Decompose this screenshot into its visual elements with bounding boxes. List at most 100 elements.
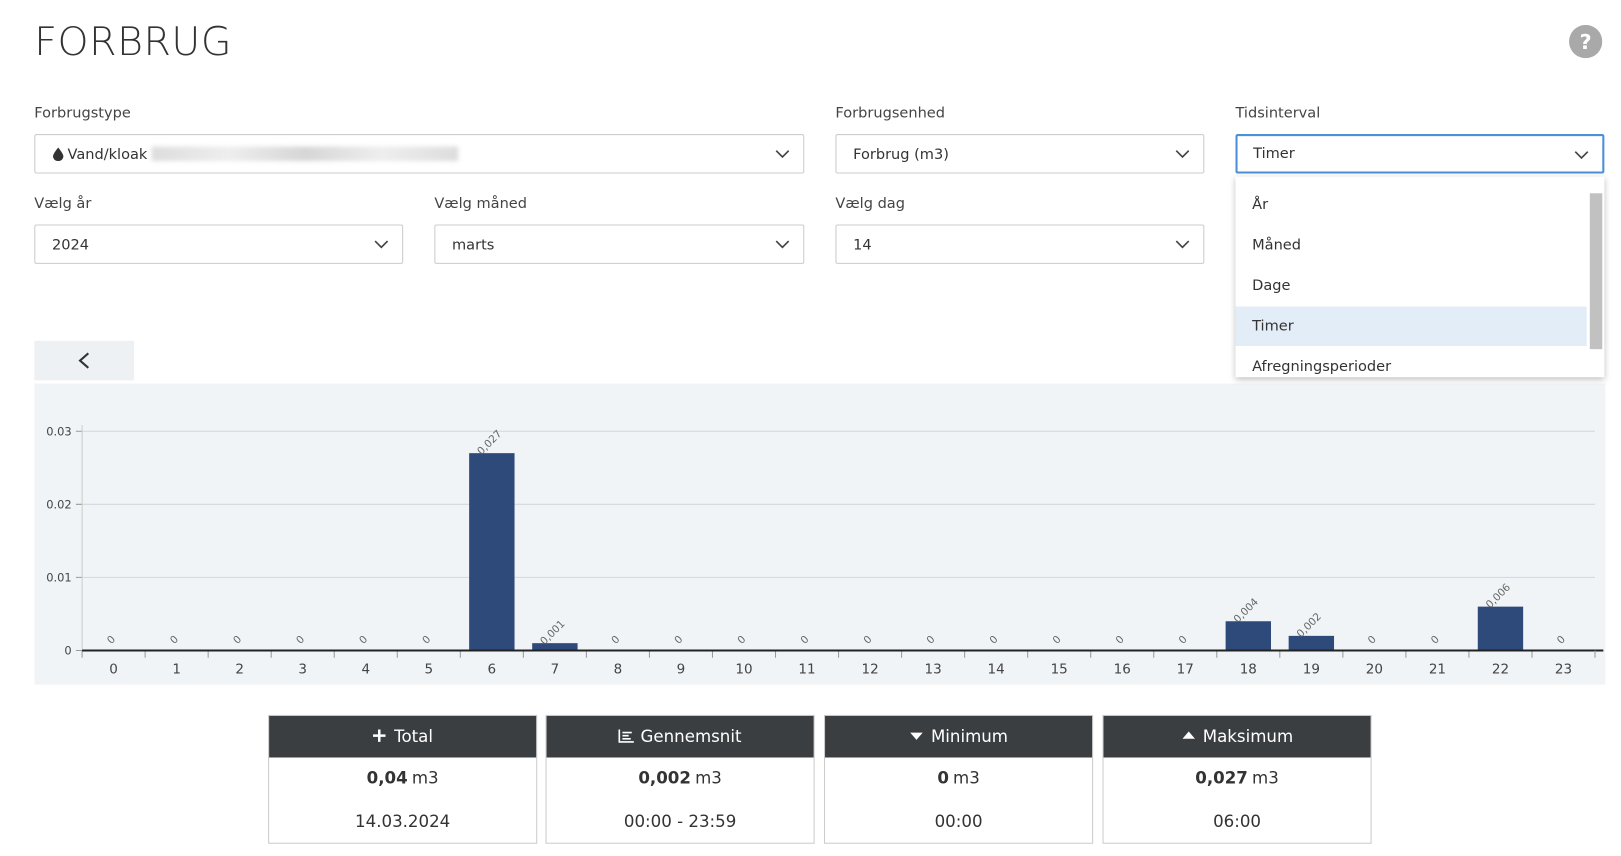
summary-detail: 00:00 bbox=[934, 811, 983, 832]
x-tick-label: 23 bbox=[1555, 661, 1572, 677]
summary-title: Maksimum bbox=[1202, 726, 1294, 747]
x-tick-label: 7 bbox=[551, 661, 560, 677]
filter-label: Vælg dag bbox=[835, 195, 905, 212]
chevron bbox=[1175, 150, 1190, 159]
drop-icon bbox=[52, 147, 64, 162]
x-tick-label: 0 bbox=[109, 661, 118, 677]
y-tick-label: 0.01 bbox=[46, 571, 71, 585]
blurred-text bbox=[151, 146, 459, 162]
scrollbar bbox=[1589, 193, 1603, 350]
back-icon bbox=[78, 352, 90, 369]
dropdown-list: År Måned Dage Timer Afregningsperioder bbox=[1235, 176, 1605, 378]
dropdown-option[interactable]: Afregningsperioder bbox=[1252, 358, 1392, 376]
summary-detail: 06:00 bbox=[1213, 811, 1261, 832]
x-tick-label: 21 bbox=[1429, 661, 1446, 677]
summary-card: Total 0,04 m3 14.03.2024 bbox=[268, 714, 538, 844]
summary-header: Minimum bbox=[825, 715, 1093, 758]
select-value: 2024 bbox=[51, 236, 89, 254]
summary-card: Minimum 0 m3 00:00 bbox=[824, 714, 1094, 844]
x-tick-label: 17 bbox=[1177, 661, 1194, 677]
summary-value-row: 0,027 m3 bbox=[1104, 768, 1371, 788]
filter-label: Vælg år bbox=[34, 195, 92, 212]
y-tick-label: 0 bbox=[64, 644, 71, 658]
select-value: Timer bbox=[1253, 145, 1295, 163]
bar bbox=[532, 643, 578, 651]
summary-title: Gennemsnit bbox=[640, 726, 742, 747]
summary-icon bbox=[1181, 731, 1195, 739]
summary-title: Minimum bbox=[930, 726, 1009, 747]
summary-value: 0,002 bbox=[638, 767, 691, 788]
chart: 00.010.020.0300102030405060,02770,001809… bbox=[34, 383, 1606, 685]
summary-value: 0,027 bbox=[1195, 767, 1248, 788]
summary-icon bbox=[910, 732, 923, 740]
x-tick-label: 18 bbox=[1240, 661, 1257, 677]
x-tick-label: 20 bbox=[1366, 661, 1383, 677]
summary-value-row: 0,002 m3 bbox=[547, 768, 814, 788]
select-box[interactable]: Forbrug (m3) bbox=[835, 134, 1205, 174]
y-tick-label: 0.02 bbox=[46, 497, 71, 511]
filter-label: Tidsinterval bbox=[1235, 104, 1321, 122]
select-value: Vand/kloak bbox=[67, 146, 148, 164]
summary-detail: 14.03.2024 bbox=[355, 811, 451, 832]
x-tick-label: 1 bbox=[172, 661, 181, 677]
filter-label: Forbrugsenhed bbox=[835, 104, 945, 122]
x-tick-label: 19 bbox=[1303, 661, 1320, 677]
select-box[interactable]: Timer bbox=[1235, 134, 1605, 174]
summary-header: Gennemsnit bbox=[546, 715, 814, 758]
summary-unit: m3 bbox=[695, 767, 722, 788]
x-tick-label: 22 bbox=[1492, 661, 1509, 677]
summary-value: 0 bbox=[937, 767, 949, 788]
x-tick-label: 5 bbox=[425, 661, 434, 677]
x-tick-label: 8 bbox=[614, 661, 623, 677]
select-box[interactable]: Vand/kloak bbox=[34, 134, 805, 174]
chevron bbox=[775, 240, 790, 249]
filter-label: Vælg måned bbox=[434, 195, 527, 212]
dropdown-option[interactable]: Timer bbox=[1235, 306, 1587, 347]
select-value: Forbrug (m3) bbox=[853, 146, 949, 164]
select-box[interactable]: 14 bbox=[835, 224, 1205, 264]
x-tick-label: 13 bbox=[925, 661, 942, 677]
bar bbox=[469, 453, 515, 651]
summary-value-row: 0 m3 bbox=[825, 768, 1092, 788]
x-tick-label: 14 bbox=[988, 661, 1005, 677]
filter-label: Forbrugstype bbox=[34, 104, 131, 122]
x-tick-label: 6 bbox=[488, 661, 497, 677]
x-tick-label: 11 bbox=[798, 661, 815, 677]
summary-card: Gennemsnit 0,002 m3 00:00 - 23:59 bbox=[545, 714, 815, 844]
help-icon: ? bbox=[1580, 30, 1592, 54]
summary-card: Maksimum 0,027 m3 06:00 bbox=[1102, 714, 1372, 844]
summary-icon bbox=[618, 729, 635, 743]
chevron bbox=[1175, 240, 1190, 249]
x-tick-label: 4 bbox=[361, 661, 370, 677]
bar bbox=[1225, 621, 1271, 651]
chevron bbox=[1574, 151, 1589, 160]
x-tick-label: 12 bbox=[861, 661, 878, 677]
summary-unit: m3 bbox=[411, 767, 439, 788]
select-value: 14 bbox=[853, 236, 872, 254]
help-circle bbox=[1569, 24, 1603, 59]
page-title: FORBRUG bbox=[34, 18, 232, 65]
dropdown-option[interactable]: År bbox=[1252, 196, 1269, 214]
select-box[interactable]: 2024 bbox=[34, 224, 404, 264]
help-button[interactable]: ? bbox=[1569, 24, 1603, 59]
y-tick-label: 0.03 bbox=[46, 424, 71, 438]
x-tick-label: 16 bbox=[1114, 661, 1131, 677]
chevron bbox=[775, 150, 790, 159]
summary-header: Maksimum bbox=[1103, 715, 1371, 758]
summary-title: Total bbox=[394, 726, 433, 747]
x-tick-label: 3 bbox=[298, 661, 307, 677]
x-tick-label: 9 bbox=[677, 661, 686, 677]
summary-icon bbox=[373, 729, 386, 742]
bar bbox=[1477, 606, 1524, 651]
dropdown-option[interactable]: Måned bbox=[1252, 236, 1301, 254]
x-tick-label: 2 bbox=[235, 661, 244, 677]
dropdown-option[interactable]: Dage bbox=[1252, 277, 1291, 295]
back-button[interactable] bbox=[34, 340, 135, 381]
bar bbox=[1288, 635, 1335, 651]
summary-value: 0,04 bbox=[366, 767, 408, 788]
summary-value-row: 0,04 m3 bbox=[269, 768, 536, 788]
summary-unit: m3 bbox=[1252, 767, 1279, 788]
select-box[interactable]: marts bbox=[434, 224, 805, 264]
